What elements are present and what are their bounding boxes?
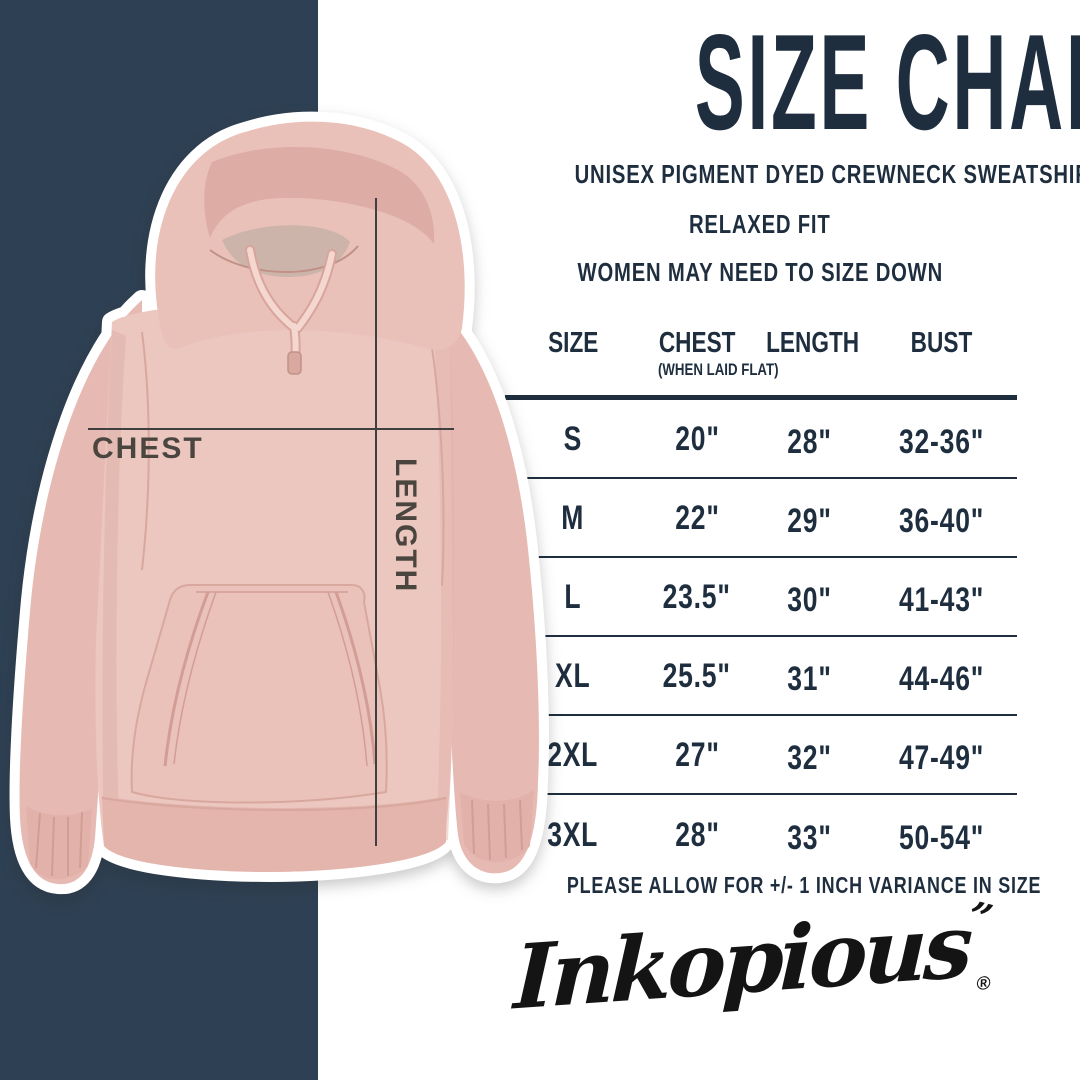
right-cuff [460, 790, 534, 863]
body-shading-right [434, 330, 455, 842]
cell-length: 31" [787, 659, 832, 698]
registered-mark: ® [976, 972, 991, 995]
cell-bust: 50-54" [898, 818, 985, 857]
subtitle-product: UNISEX PIGMENT DYED CREWNECK SWEATSHIRT [574, 159, 1080, 189]
table-row-3xl: 3XL 28" 33" 50-54" [505, 795, 1017, 874]
page-title-text: SIZE CHART [694, 6, 1080, 158]
chest-measure-line [88, 428, 454, 430]
hem-seam [101, 797, 447, 811]
table-row-xl: XL 25.5" 31" 44-46" [505, 637, 1017, 716]
page-title: SIZE CHART [500, 14, 1080, 150]
column-header-length: LENGTH [766, 327, 860, 359]
pocket-stitching [163, 591, 377, 767]
table-row-l: L 23.5" 30" 41-43" [505, 558, 1017, 637]
left-cuff [26, 806, 92, 880]
cell-bust: 44-46" [898, 659, 985, 698]
cell-size: S [563, 419, 583, 458]
hoodie-photo [19, 121, 539, 885]
subtitle-sizing-advice: WOMEN MAY NEED TO SIZE DOWN [577, 257, 943, 287]
brand-logo-text: Inkopious [512, 893, 971, 1030]
hoodie-right-sleeve [425, 300, 539, 874]
hood-inner-shadow [204, 147, 435, 244]
size-table: SIZE CHEST (WHEN LAID FLAT) LENGTH BUST … [505, 328, 1017, 874]
cell-length: 33" [787, 818, 832, 857]
left-cuff-ribs [35, 811, 83, 877]
cell-chest: 23.5" [662, 577, 732, 616]
cell-size: XL [555, 656, 591, 695]
hem-band [102, 796, 447, 872]
table-row-s: S 20" 28" 32-36" [505, 400, 1017, 479]
cell-chest: 27" [674, 735, 720, 774]
cell-size: 3XL [547, 815, 599, 854]
cell-bust: 36-40" [898, 501, 985, 540]
cell-length: 28" [787, 422, 832, 461]
cell-chest: 28" [674, 815, 720, 854]
armhole-seams [141, 331, 445, 587]
cell-length: 32" [787, 738, 832, 777]
cell-bust: 41-43" [898, 580, 985, 619]
cell-length: 29" [787, 501, 832, 540]
right-cuff-ribs [471, 799, 523, 861]
hoodie-shapes [19, 121, 539, 885]
column-header-size: SIZE [547, 327, 599, 359]
cell-length: 30" [787, 580, 832, 619]
cell-bust: 47-49" [898, 738, 985, 777]
variance-note: PLEASE ALLOW FOR +/- 1 INCH VARIANCE IN … [566, 872, 1042, 898]
chest-measure-label: CHEST [92, 432, 204, 465]
cell-chest: 25.5" [662, 656, 732, 695]
cell-size: M [561, 498, 585, 537]
length-measure-label: LENGTH [389, 458, 422, 594]
size-chart-panel: SIZE CHART UNISEX PIGMENT DYED CREWNECK … [499, 0, 1080, 1080]
cell-chest: 22" [674, 498, 720, 537]
cell-size: L [564, 577, 582, 616]
cell-size: 2XL [547, 735, 599, 774]
subtitle-fit: RELAXED FIT [689, 209, 831, 239]
cell-bust: 32-36" [898, 422, 985, 461]
table-row-m: M 22" 29" 36-40" [505, 479, 1017, 558]
length-measure-line [375, 198, 377, 846]
kangaroo-pocket [130, 584, 388, 804]
cell-chest: 20" [674, 419, 720, 458]
drawstrings [245, 245, 337, 362]
brand-logo: Inkopious”® [499, 890, 1021, 1032]
chest-laid-flat-note: (WHEN LAID FLAT) [658, 360, 779, 379]
column-header-bust: BUST [910, 327, 973, 359]
size-table-header: SIZE CHEST (WHEN LAID FLAT) LENGTH BUST [505, 328, 1017, 400]
body-shading-left [102, 330, 126, 842]
table-row-2xl: 2XL 27" 32" 47-49" [505, 716, 1017, 795]
collar-stitch [209, 245, 359, 273]
drawstring-aglet [287, 351, 302, 375]
column-header-chest: CHEST (WHEN LAID FLAT) [641, 328, 779, 395]
